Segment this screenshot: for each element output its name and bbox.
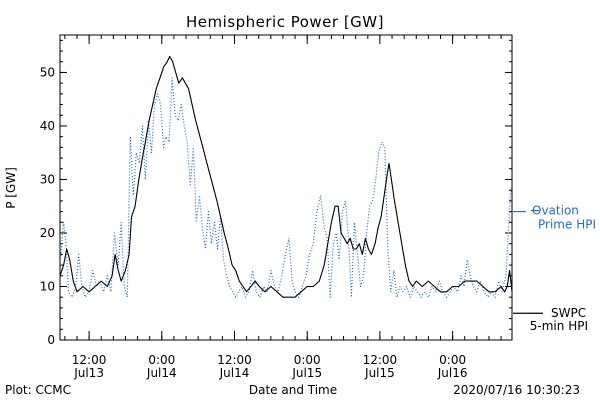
x-tick-time-label: 12:00 — [217, 353, 252, 367]
ovation-prime-hpi-line — [60, 77, 512, 298]
swpc-legend-line1: SWPC — [551, 306, 586, 320]
y-axis-label: P [GW] — [4, 167, 18, 209]
x-tick-date-label: Jul15 — [291, 366, 322, 380]
swpc-hpi-line — [60, 55, 512, 298]
x-tick-date-label: Jul13 — [73, 366, 104, 380]
x-tick-time-label: 0:00 — [439, 353, 466, 367]
x-tick-time-label: 0:00 — [294, 353, 321, 367]
x-tick-date-label: Jul15 — [364, 366, 395, 380]
chart-title: Hemispheric Power [GW] — [186, 13, 384, 31]
y-axis: 0 10 20 30 40 50 — [40, 39, 512, 347]
series-layer — [60, 55, 512, 298]
ovation-legend-line1: Ovation — [532, 204, 579, 218]
x-tick-time-label: 12:00 — [72, 353, 107, 367]
y-tick-label: 50 — [40, 65, 55, 79]
y-tick-label: 30 — [40, 172, 55, 186]
y-tick-label: 0 — [47, 333, 55, 347]
x-tick-date-label: Jul14 — [146, 366, 177, 380]
swpc-legend-line2: 5-min HPI — [530, 319, 588, 333]
x-axis: 12:00Jul130:00Jul1412:00Jul140:00Jul1512… — [64, 35, 502, 380]
y-tick-label: 10 — [40, 279, 55, 293]
ovation-legend-line2: Prime HPI — [538, 218, 596, 232]
plot-timestamp: 2020/07/16 10:30:23 — [453, 383, 580, 397]
plot-frame — [59, 34, 513, 341]
x-tick-date-label: Jul14 — [219, 366, 250, 380]
x-axis-label: Date and Time — [249, 383, 337, 397]
x-tick-time-label: 12:00 — [363, 353, 398, 367]
y-tick-label: 40 — [40, 119, 55, 133]
x-tick-date-label: Jul16 — [437, 366, 468, 380]
x-tick-time-label: 0:00 — [148, 353, 175, 367]
y-tick-label: 20 — [40, 226, 55, 240]
plot-credit: Plot: CCMC — [5, 383, 71, 397]
